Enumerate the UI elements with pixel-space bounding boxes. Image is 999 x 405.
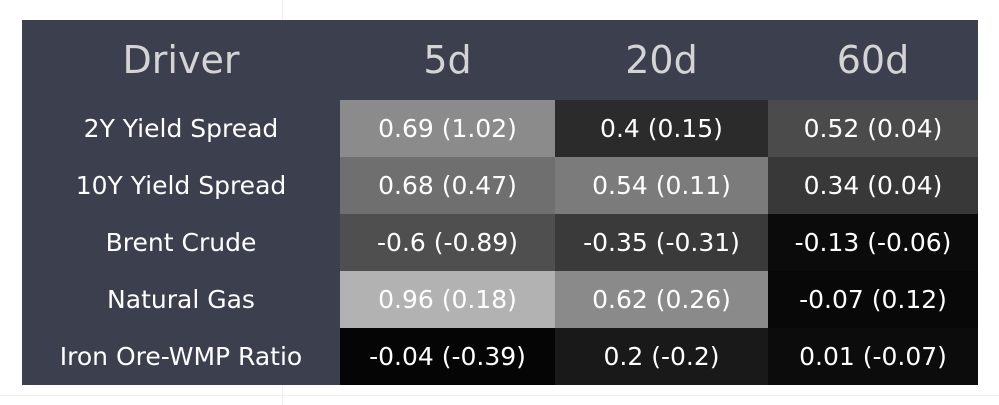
driver-cell: Natural Gas — [107, 285, 255, 314]
value-cell: 0.96 (0.18) — [340, 271, 555, 328]
header-cell: 60d — [836, 38, 910, 82]
value-cell: -0.35 (-0.31) — [555, 214, 768, 271]
value-cell: 0.34 (0.04) — [768, 157, 978, 214]
value-cell: 0.01 (-0.07) — [768, 328, 978, 385]
driver-cell: 10Y Yield Spread — [75, 171, 287, 200]
value-cell: 0.4 (0.15) — [555, 100, 768, 157]
driver-cell: Brent Crude — [105, 228, 257, 257]
value-cell: 0.2 (-0.2) — [555, 328, 768, 385]
driver-cell: 2Y Yield Spread — [83, 114, 279, 143]
header-cell: 20d — [625, 38, 698, 82]
header-cell: 5d — [423, 38, 472, 82]
value-cell: -0.07 (0.12) — [768, 271, 978, 328]
value-cell: 0.52 (0.04) — [768, 100, 978, 157]
grid-line — [0, 395, 999, 396]
header-cell: Driver — [122, 38, 240, 82]
value-cell: -0.13 (-0.06) — [768, 214, 978, 271]
value-cell: -0.6 (-0.89) — [340, 214, 555, 271]
driver-cell: Iron Ore-WMP Ratio — [59, 342, 303, 371]
value-cell: 0.69 (1.02) — [340, 100, 555, 157]
value-cell: 0.62 (0.26) — [555, 271, 768, 328]
value-cell: 0.68 (0.47) — [340, 157, 555, 214]
value-cell: 0.54 (0.11) — [555, 157, 768, 214]
table: Driver 5d 20d 60d 2Y Yield Spread 0.69 (… — [22, 20, 978, 385]
value-cell: -0.04 (-0.39) — [340, 328, 555, 385]
